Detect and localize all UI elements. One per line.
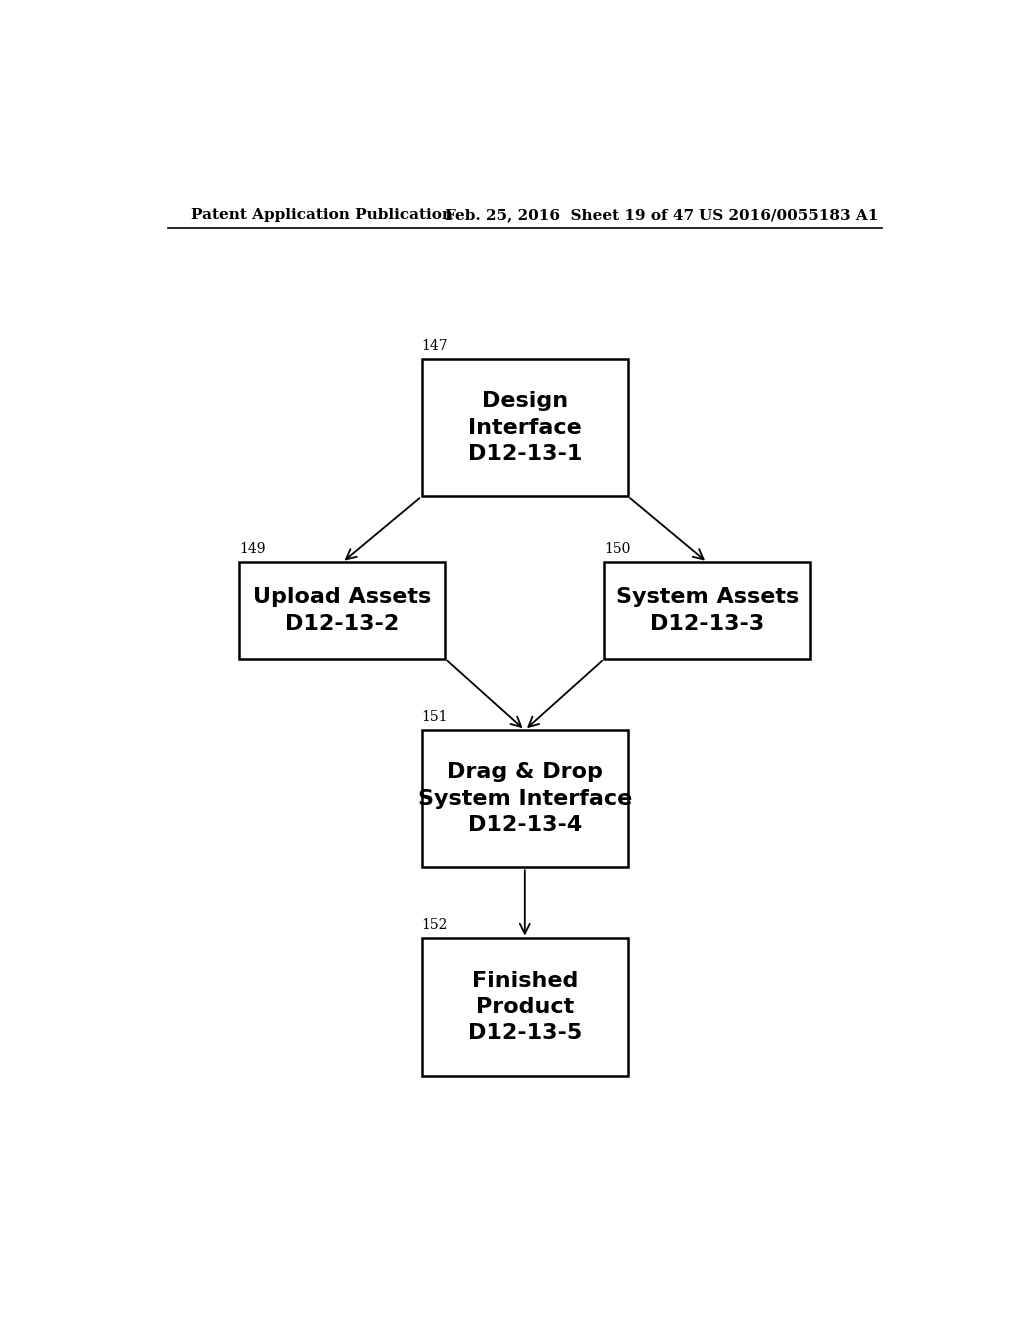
Text: 150: 150 [604, 543, 631, 556]
Text: Upload Assets
D12-13-2: Upload Assets D12-13-2 [253, 587, 431, 634]
Text: Finished
Product
D12-13-5: Finished Product D12-13-5 [468, 970, 582, 1044]
FancyBboxPatch shape [422, 730, 628, 867]
Text: US 2016/0055183 A1: US 2016/0055183 A1 [699, 209, 879, 222]
Text: 147: 147 [422, 339, 449, 352]
Text: 151: 151 [422, 710, 449, 725]
FancyBboxPatch shape [422, 359, 628, 496]
Text: 149: 149 [240, 543, 265, 556]
Text: System Assets
D12-13-3: System Assets D12-13-3 [615, 587, 799, 634]
FancyBboxPatch shape [240, 562, 445, 659]
Text: Figure 19: Figure 19 [251, 578, 349, 597]
Text: Patent Application Publication: Patent Application Publication [191, 209, 454, 222]
Text: 152: 152 [422, 919, 449, 932]
Text: Feb. 25, 2016  Sheet 19 of 47: Feb. 25, 2016 Sheet 19 of 47 [445, 209, 694, 222]
Text: Design
Interface
D12-13-1: Design Interface D12-13-1 [468, 391, 582, 465]
FancyBboxPatch shape [422, 939, 628, 1076]
FancyBboxPatch shape [604, 562, 811, 659]
Text: Drag & Drop
System Interface
D12-13-4: Drag & Drop System Interface D12-13-4 [418, 763, 632, 836]
